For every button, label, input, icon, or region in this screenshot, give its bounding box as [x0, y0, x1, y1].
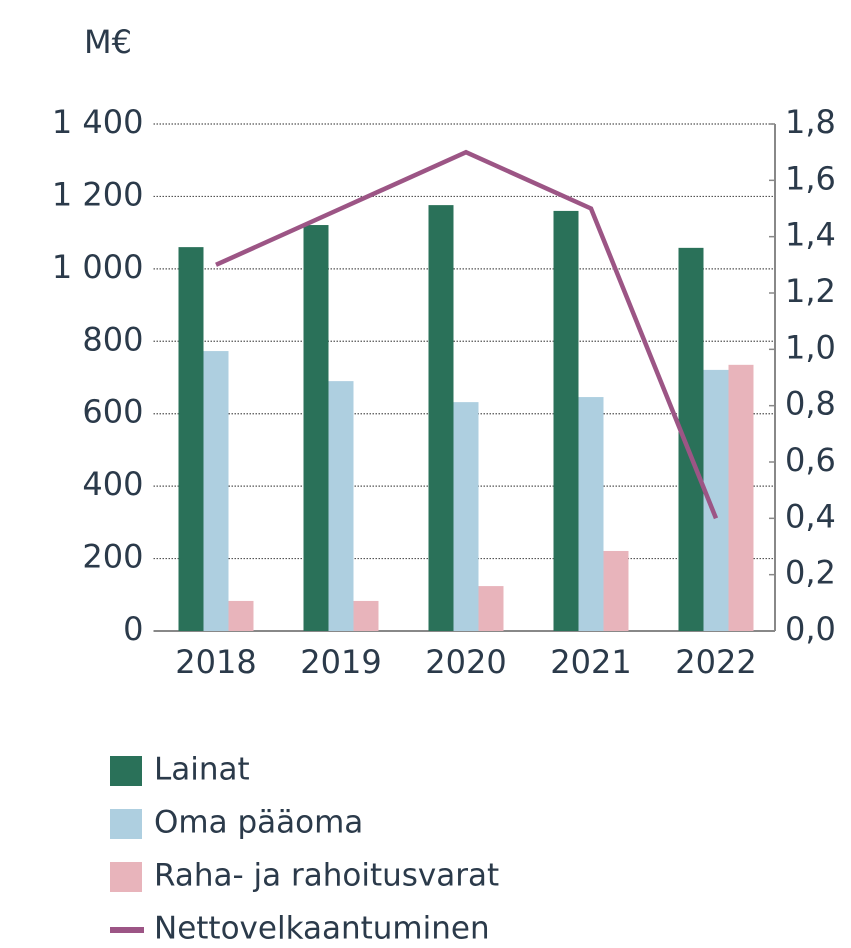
y2-tick-label: 0,4 — [785, 497, 836, 535]
bar — [453, 402, 479, 631]
y-unit: M€ — [84, 23, 132, 61]
y-tick-label: 1 000 — [52, 248, 144, 286]
bar — [478, 586, 504, 631]
y-tick-label: 1 400 — [52, 103, 144, 141]
bar — [353, 600, 379, 631]
x-tick-label: 2022 — [675, 643, 756, 681]
y2-tick-label: 0,2 — [785, 554, 836, 592]
bar — [578, 397, 604, 631]
y2-tick-label: 1,8 — [785, 103, 836, 141]
x-tick-label: 2020 — [425, 643, 506, 681]
bar — [178, 247, 204, 631]
y2-tick-label: 1,6 — [785, 159, 836, 197]
y2-tick-label: 0,8 — [785, 385, 836, 423]
legend-label: Nettovelkaantuminen — [154, 911, 490, 947]
y2-tick-label: 0,0 — [785, 610, 836, 648]
y-tick-label: 600 — [82, 393, 143, 431]
legend-label: Raha- ja rahoitusvarat — [154, 858, 499, 894]
y2-tick-label: 1,2 — [785, 272, 836, 310]
y-tick-label: 400 — [82, 465, 143, 503]
y-tick-label: 200 — [82, 538, 143, 576]
x-tick-label: 2018 — [175, 643, 256, 681]
legend-swatch — [110, 862, 142, 892]
legend-swatch — [110, 927, 144, 933]
y2-tick-label: 0,6 — [785, 441, 836, 479]
legend-swatch — [110, 809, 142, 839]
bar — [303, 225, 329, 632]
y-tick-label: 1 200 — [52, 175, 144, 213]
x-tick-label: 2021 — [550, 643, 631, 681]
bar — [728, 364, 754, 631]
legend-swatch — [110, 756, 142, 786]
legend-label: Lainat — [154, 752, 250, 788]
y-tick-label: 0 — [123, 610, 143, 648]
y2-tick-label: 1,4 — [785, 216, 836, 254]
y2-tick-label: 1,0 — [785, 328, 836, 366]
bar — [228, 600, 254, 631]
bar — [203, 351, 229, 631]
bar — [428, 205, 454, 631]
line — [215, 149, 719, 520]
x-tick-label: 2019 — [300, 643, 381, 681]
legend-label: Oma pääoma — [154, 805, 363, 841]
bar — [553, 210, 579, 631]
bar — [603, 550, 629, 631]
y-tick-label: 800 — [82, 320, 143, 358]
bar — [328, 381, 354, 631]
